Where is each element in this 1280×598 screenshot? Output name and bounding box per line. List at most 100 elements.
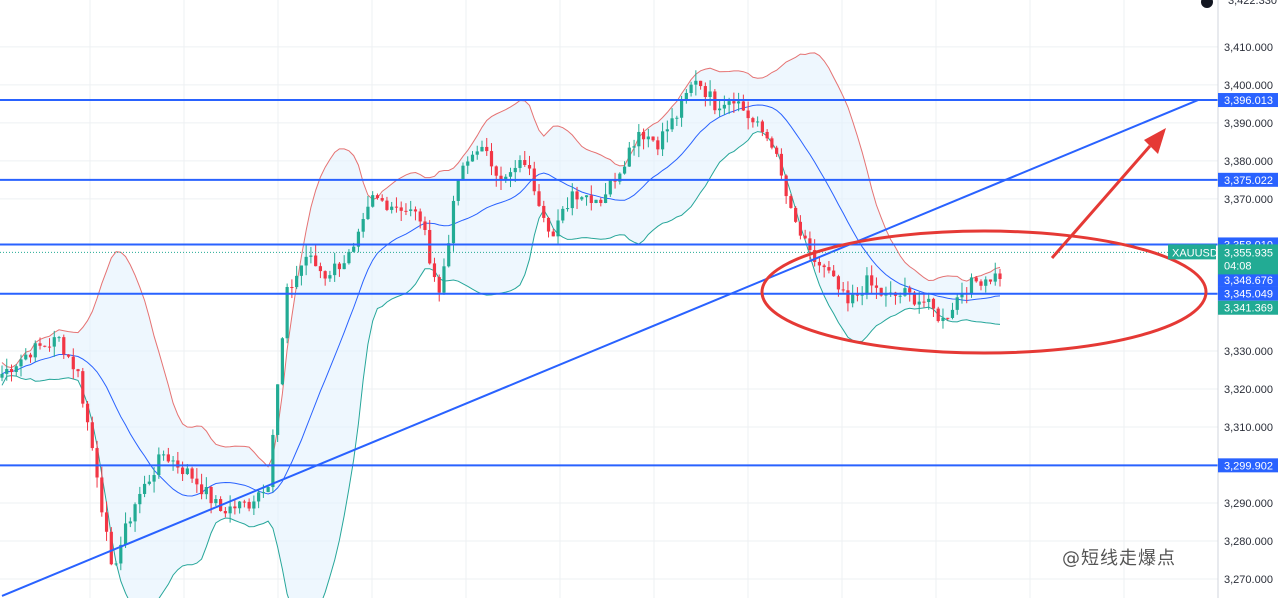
candle[interactable]: [646, 128, 650, 148]
candle[interactable]: [651, 136, 655, 142]
candle[interactable]: [946, 317, 950, 321]
candle[interactable]: [24, 348, 28, 361]
candle[interactable]: [546, 216, 551, 238]
candle[interactable]: [737, 92, 741, 112]
candle[interactable]: [418, 208, 422, 229]
candle[interactable]: [594, 199, 598, 204]
candle[interactable]: [689, 81, 693, 97]
candle[interactable]: [43, 345, 47, 348]
candle[interactable]: [741, 94, 745, 111]
candle[interactable]: [998, 268, 1002, 287]
candle[interactable]: [47, 338, 52, 352]
candle[interactable]: [922, 292, 926, 308]
candle[interactable]: [394, 197, 399, 213]
candle[interactable]: [214, 495, 218, 506]
candle[interactable]: [247, 498, 251, 512]
candle[interactable]: [390, 201, 394, 214]
candle[interactable]: [176, 451, 180, 474]
candle[interactable]: [508, 167, 513, 188]
candle[interactable]: [584, 195, 589, 206]
candle[interactable]: [603, 183, 608, 204]
candle[interactable]: [81, 367, 85, 408]
candle[interactable]: [917, 291, 921, 314]
candle[interactable]: [832, 265, 836, 277]
candle[interactable]: [62, 334, 66, 359]
candle[interactable]: [675, 115, 679, 126]
candle[interactable]: [851, 284, 855, 308]
consolidation-ellipse[interactable]: [760, 229, 1208, 355]
candle[interactable]: [466, 156, 470, 174]
candle[interactable]: [271, 429, 275, 493]
candle[interactable]: [879, 287, 883, 297]
candle[interactable]: [361, 212, 365, 238]
candle[interactable]: [285, 283, 289, 344]
candle[interactable]: [333, 252, 337, 282]
candle[interactable]: [941, 308, 945, 329]
candle[interactable]: [660, 122, 665, 157]
candle[interactable]: [447, 234, 451, 268]
candle[interactable]: [665, 120, 669, 143]
candle[interactable]: [708, 80, 712, 106]
candle[interactable]: [171, 456, 175, 471]
candle[interactable]: [489, 143, 494, 176]
candle[interactable]: [356, 228, 361, 253]
candle[interactable]: [684, 89, 688, 104]
candle[interactable]: [413, 206, 418, 221]
candle[interactable]: [423, 216, 427, 236]
candle[interactable]: [822, 263, 826, 278]
candle[interactable]: [494, 165, 498, 187]
candle[interactable]: [233, 499, 237, 515]
candle[interactable]: [257, 489, 261, 509]
candle[interactable]: [870, 265, 874, 294]
candle[interactable]: [428, 220, 432, 265]
candle[interactable]: [238, 500, 242, 514]
candle[interactable]: [779, 148, 783, 180]
candle[interactable]: [109, 527, 113, 566]
candle[interactable]: [955, 293, 959, 315]
candle[interactable]: [656, 136, 660, 156]
candle[interactable]: [817, 256, 822, 273]
candle[interactable]: [884, 286, 888, 307]
candle[interactable]: [565, 197, 570, 212]
candle[interactable]: [575, 186, 579, 209]
candle[interactable]: [794, 206, 798, 223]
trendline[interactable]: [1, 99, 1199, 597]
candle[interactable]: [347, 249, 351, 265]
candle[interactable]: [38, 337, 42, 350]
candle[interactable]: [627, 141, 631, 167]
candle[interactable]: [385, 196, 389, 212]
candle[interactable]: [984, 276, 988, 293]
candle[interactable]: [841, 281, 845, 293]
candle[interactable]: [608, 179, 612, 197]
candle[interactable]: [166, 447, 170, 463]
candle[interactable]: [751, 116, 755, 128]
candle[interactable]: [732, 92, 736, 113]
candle[interactable]: [632, 139, 636, 156]
candle[interactable]: [637, 124, 641, 158]
candle[interactable]: [337, 261, 342, 277]
candle[interactable]: [104, 501, 109, 541]
candle[interactable]: [950, 302, 955, 320]
candle[interactable]: [100, 466, 104, 517]
candle[interactable]: [71, 348, 75, 379]
candle[interactable]: [28, 352, 33, 363]
candle[interactable]: [304, 245, 308, 276]
candle[interactable]: [722, 95, 726, 115]
candle[interactable]: [618, 172, 622, 185]
candle[interactable]: [252, 495, 256, 516]
candle[interactable]: [138, 486, 142, 514]
candle[interactable]: [280, 337, 284, 386]
candle[interactable]: [760, 119, 764, 137]
candle[interactable]: [988, 279, 993, 285]
candle[interactable]: [703, 82, 707, 107]
candle[interactable]: [765, 129, 769, 142]
candle[interactable]: [580, 196, 584, 201]
candle[interactable]: [309, 246, 313, 264]
candle[interactable]: [979, 279, 983, 291]
candle[interactable]: [475, 145, 479, 160]
candle[interactable]: [152, 466, 156, 493]
candle[interactable]: [133, 502, 137, 532]
candle[interactable]: [537, 184, 541, 207]
candle[interactable]: [746, 101, 750, 130]
candle[interactable]: [114, 561, 118, 566]
